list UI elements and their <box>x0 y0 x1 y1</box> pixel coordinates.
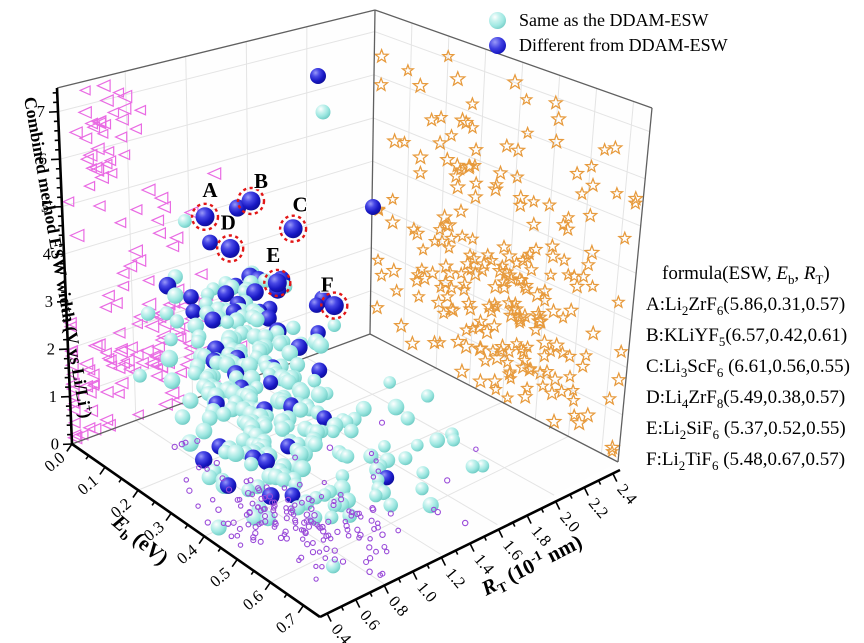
esw-tick-label: 0 <box>51 435 59 454</box>
formula-annotation: formula(ESW, Eb, RT) A:Li2ZrF6(5.86,0.31,… <box>646 258 850 475</box>
formula-line-A: A:Li2ZrF6(5.86,0.31,0.57) <box>646 294 846 318</box>
floor-projection-markers <box>171 419 479 582</box>
legend-label: Same as the DDAM-ESW <box>519 10 709 30</box>
point-letter-F: F <box>321 273 334 297</box>
rt-tick-label: 1.4 <box>470 550 498 578</box>
legend: Same as the DDAM-ESW Different from DDAM… <box>489 8 728 58</box>
esw-tick-label: 6 <box>39 150 47 169</box>
scatter-spheres <box>133 68 490 574</box>
point-letter-D: D <box>221 211 236 235</box>
highlight-ring-E <box>263 268 292 298</box>
legend-item: Different from DDAM-ESW <box>489 33 728 58</box>
blue-sphere-icon <box>489 37 506 54</box>
highlight-ring-C <box>278 214 308 243</box>
highlighted-point-E <box>267 273 287 293</box>
rt-tick-label: 2.4 <box>613 480 641 508</box>
rt-tick-label: 0.8 <box>385 592 413 620</box>
esw-tick-label: 7 <box>37 102 45 121</box>
formula-header: formula(ESW, Eb, RT) <box>662 263 830 287</box>
eb-tick-label: 0.4 <box>173 540 201 568</box>
highlighted-point-C <box>283 219 303 239</box>
formula-line-D: D:Li4ZrF8(5.49,0.38,0.57) <box>646 387 846 411</box>
point-letter-A: A <box>202 178 218 202</box>
highlight-ring-F <box>320 291 349 320</box>
rt-tick-label: 0.6 <box>356 606 384 634</box>
rt-tick-label: 0.4 <box>328 620 356 643</box>
highlighted-point-B <box>241 191 261 211</box>
box-edges <box>56 9 653 463</box>
rt-tick-label: 2.2 <box>585 494 613 522</box>
rt-tick-label: 1.0 <box>413 578 441 606</box>
formula-line-F: F:Li2TiF6 (5.48,0.67,0.57) <box>646 449 846 473</box>
rt-axis-title: RT (10-1 nm) <box>476 529 587 604</box>
legend-item: Same as the DDAM-ESW <box>489 8 728 33</box>
esw-tick-label: 5 <box>41 197 49 216</box>
highlight-ring-A <box>190 202 220 232</box>
highlight-ring-B <box>236 186 266 216</box>
eb-tick-label: 0.0 <box>41 448 69 476</box>
cyan-sphere-icon <box>489 12 506 29</box>
point-letter-B: B <box>254 169 268 193</box>
formula-line-B: B:KLiYF5(6.57,0.42,0.61) <box>646 325 848 349</box>
highlight-ring-D <box>215 234 245 263</box>
esw-tick-label: 1 <box>49 387 57 406</box>
point-letter-C: C <box>293 193 308 217</box>
eb-axis-title: Eb (eV) <box>105 509 174 573</box>
highlighted-point-F <box>324 296 344 316</box>
highlighted-point-D <box>220 239 240 258</box>
point-letter-E: E <box>266 243 280 267</box>
wall-projection-markers <box>61 47 645 458</box>
esw-tick-label: 4 <box>43 245 51 264</box>
eb-tick-label: 0.7 <box>272 609 300 637</box>
esw-tick-label: 2 <box>47 340 55 359</box>
labeled-points: A B C D E F <box>190 168 349 320</box>
eb-tick-label: 0.1 <box>74 471 102 499</box>
formula-line-E: E:Li2SiF6 (5.37,0.52,0.55) <box>646 418 846 442</box>
rt-tick-label: 1.2 <box>442 564 470 592</box>
esw-tick-label: 3 <box>45 292 53 311</box>
formula-line-C: C:Li3ScF6 (6.61,0.56,0.55) <box>646 356 850 380</box>
legend-label: Different from DDAM-ESW <box>519 35 728 55</box>
eb-tick-label: 0.5 <box>206 563 234 591</box>
eb-tick-label: 0.6 <box>239 586 267 614</box>
highlighted-point-A <box>195 207 215 227</box>
